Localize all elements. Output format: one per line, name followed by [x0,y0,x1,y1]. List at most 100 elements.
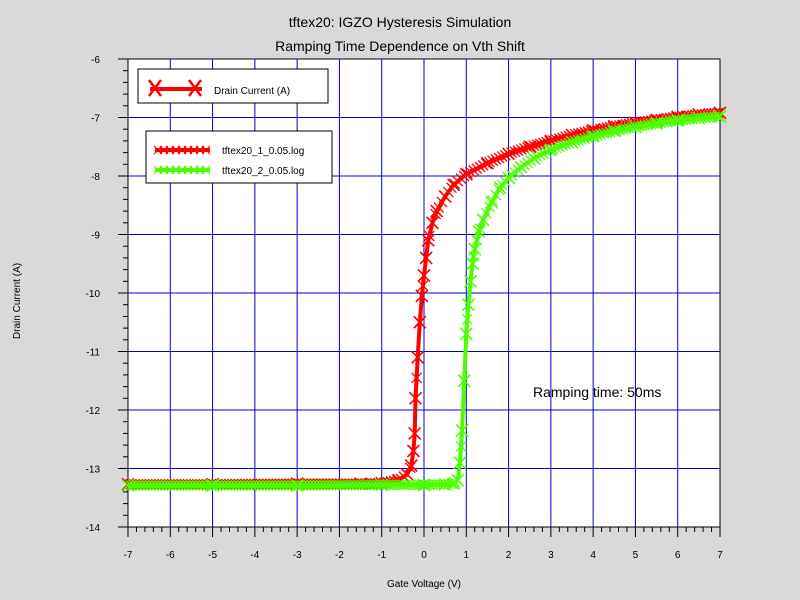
data-point [531,139,543,151]
y-tick-label: -12 [86,406,101,417]
data-point [493,181,507,195]
data-point [430,204,444,218]
x-tick-label: -7 [124,550,133,561]
data-point [461,313,473,325]
data-point [514,160,528,174]
chart-subtitle: Ramping Time Dependence on Vth Shift [275,38,525,54]
data-point [591,129,603,141]
x-tick-label: 6 [675,550,681,561]
data-point [563,137,575,149]
data-point [459,167,473,181]
data-point [692,111,706,125]
data-point [534,149,546,161]
legend-quantity-box [137,68,329,104]
data-point [506,147,518,159]
legend-entry-2-markers [153,165,211,175]
data-point [560,138,572,150]
data-point [375,478,389,492]
data-point [490,153,502,165]
y-tick-label: -13 [86,465,101,476]
data-point [206,478,220,493]
x-tick-label: 5 [633,550,639,561]
data-point [547,143,559,155]
annotation-ramping-time: Ramping time: 50ms [533,384,661,400]
data-point [290,478,304,493]
x-tick-label: 2 [506,550,512,561]
legend-quantity-marker-1 [148,79,162,97]
data-point [531,151,543,163]
data-point [474,161,486,173]
legend-marker [201,165,211,175]
data-point [528,140,540,152]
legend-entry-1-label: tftex20_1_0.05.log [222,146,304,157]
y-axis-label: Drain Current (A) [12,263,23,339]
data-point [484,156,496,168]
data-point [523,140,537,154]
data-point [522,157,534,169]
data-point [411,350,425,364]
data-point [522,141,534,153]
axis-ticks: -7 -6 -5 -4 -3 -2 -1 0 1 2 3 4 5 6 7-6-7-8-9-10-11-12-… [86,55,724,561]
data-point [417,268,431,283]
data-point [534,138,546,150]
legend-quantity-label: Drain Current (A) [214,86,290,97]
data-point [480,207,492,219]
data-point [453,456,467,470]
data-point [425,216,440,230]
data-point [512,145,524,157]
data-point [438,189,452,204]
y-tick-label: -7 [91,114,100,125]
data-point [417,280,429,292]
data-point [712,111,724,122]
data-point [499,149,511,161]
data-point [417,478,431,492]
data-point [419,251,433,265]
data-point [628,120,642,134]
x-tick-label: 7 [717,550,723,561]
data-point [496,151,508,163]
x-tick-label: 1 [464,550,470,561]
x-axis-label: Gate Voltage (V) [387,579,461,590]
data-point [406,444,420,458]
y-tick-label: -14 [86,523,101,534]
data-point [455,423,469,438]
data-point [471,163,483,175]
data-point [527,151,541,166]
data-point [408,391,423,405]
data-point [650,116,664,130]
data-point [537,148,549,159]
data-point [502,147,516,161]
data-point [671,113,685,127]
data-point [463,274,478,288]
data-point [604,126,616,138]
y-tick-label: -9 [91,231,100,242]
chart-title: tftex20: IGZO Hysteresis Simulation [289,14,512,30]
legend-entry-1-markers [153,145,211,155]
data-point [404,459,418,473]
x-tick-label: -5 [208,550,217,561]
data-point [598,128,610,140]
legend-marker [201,145,211,155]
data-point [455,441,467,453]
y-tick-label: -11 [86,348,100,359]
x-tick-label: -3 [293,550,302,561]
legend-files-box [145,130,333,184]
data-point [476,213,490,227]
data-point [466,257,480,271]
data-point [421,233,435,247]
data-point [572,134,584,146]
legend-quantity-marker-2 [188,79,202,97]
x-tick-label: -6 [166,550,175,561]
legend-entry-2-label: tftex20_2_0.05.log [222,166,304,177]
data-point [408,426,422,440]
data-point [569,135,581,147]
data-point [447,178,461,192]
data-point [413,315,427,329]
data-point [121,478,135,493]
x-tick-label: 4 [590,550,596,561]
data-point [565,135,579,149]
data-point [576,133,587,145]
data-point [451,473,465,487]
data-point [461,298,475,312]
